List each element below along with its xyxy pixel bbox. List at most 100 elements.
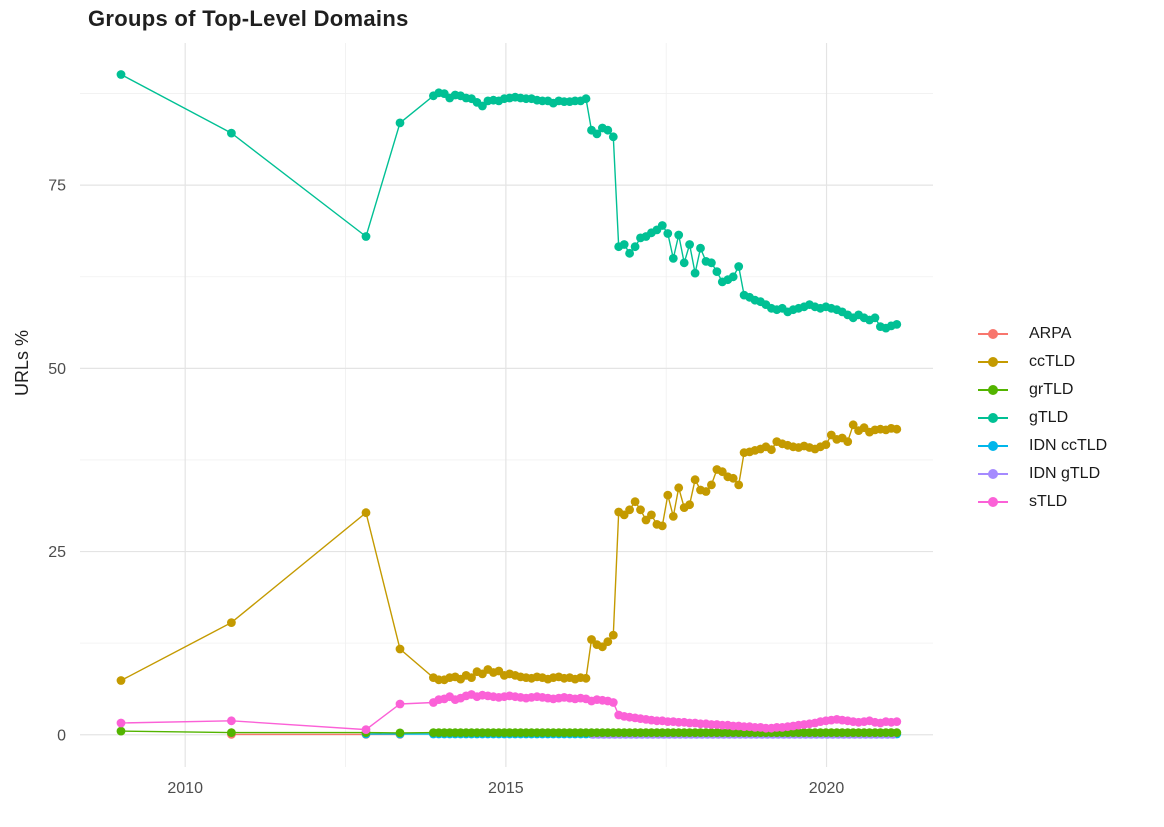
data-point xyxy=(668,254,678,263)
data-point xyxy=(619,240,629,249)
data-point xyxy=(116,718,126,728)
data-point xyxy=(679,258,689,268)
data-point xyxy=(630,497,640,507)
data-point xyxy=(116,70,126,79)
data-point xyxy=(227,716,236,726)
legend-item-stld: sTLD xyxy=(978,488,1107,516)
grid-major-lines xyxy=(80,43,933,767)
data-point xyxy=(395,644,405,654)
data-point xyxy=(647,510,656,520)
series-stld xyxy=(116,690,902,734)
data-point xyxy=(361,508,371,518)
data-point xyxy=(608,630,618,640)
legend-label: IDN gTLD xyxy=(1029,465,1101,482)
legend-key-icon xyxy=(978,495,1008,509)
y-tick-label: 25 xyxy=(48,544,66,561)
data-point xyxy=(608,698,618,707)
y-tick-label: 50 xyxy=(48,361,66,378)
data-point xyxy=(663,490,673,500)
series-grtld xyxy=(116,726,902,738)
legend-key-icon xyxy=(978,467,1008,481)
data-point xyxy=(581,94,591,104)
data-point xyxy=(603,637,613,647)
y-axis-title: URLs % xyxy=(12,330,32,397)
data-point xyxy=(581,673,591,683)
data-point xyxy=(608,132,618,142)
data-point xyxy=(663,229,673,238)
x-tick-label: 2010 xyxy=(167,780,203,797)
data-point xyxy=(870,313,880,323)
series-gtld xyxy=(116,70,902,333)
legend-label: ccTLD xyxy=(1029,353,1076,370)
data-point xyxy=(674,483,684,493)
data-point xyxy=(625,248,634,258)
data-point xyxy=(734,262,744,271)
data-point xyxy=(892,728,902,737)
legend: ARPA ccTLD grTLD gTLD IDN ccTLD IDN gTLD sTLD xyxy=(978,320,1107,516)
x-tick-label: 2015 xyxy=(488,780,524,797)
data-point xyxy=(657,221,667,230)
data-point xyxy=(636,505,645,515)
legend-item-idn-gtld: IDN gTLD xyxy=(978,460,1107,488)
data-point xyxy=(227,728,236,737)
data-point xyxy=(848,420,858,430)
data-point xyxy=(227,128,236,138)
data-point xyxy=(696,243,705,253)
y-tick-label: 0 xyxy=(57,727,66,744)
data-point xyxy=(685,240,694,249)
data-point xyxy=(361,725,371,734)
data-point xyxy=(892,424,902,434)
data-point xyxy=(227,618,236,627)
data-point xyxy=(767,445,776,455)
legend-label: IDN ccTLD xyxy=(1029,437,1108,454)
grid-minor-lines xyxy=(80,43,933,767)
legend-label: ARPA xyxy=(1029,325,1072,342)
data-point xyxy=(728,272,738,282)
data-point xyxy=(603,125,613,135)
series-cctld xyxy=(116,420,902,685)
legend-label: gTLD xyxy=(1029,409,1069,426)
data-point xyxy=(361,232,371,241)
data-point xyxy=(690,268,700,278)
data-point xyxy=(892,717,902,726)
legend-label: grTLD xyxy=(1029,381,1074,398)
x-tick-label: 2020 xyxy=(809,780,845,797)
data-point xyxy=(625,505,634,515)
data-point xyxy=(630,242,640,252)
data-point xyxy=(116,676,126,685)
data-point xyxy=(728,473,738,483)
data-point xyxy=(395,728,405,738)
legend-key-icon xyxy=(978,411,1008,425)
data-point xyxy=(690,475,700,485)
legend-item-arpa: ARPA xyxy=(978,320,1107,348)
data-point xyxy=(701,487,711,496)
data-point xyxy=(821,440,831,449)
legend-key-icon xyxy=(978,355,1008,369)
data-point xyxy=(657,521,667,531)
data-point xyxy=(707,258,716,268)
legend-item-gtld: gTLD xyxy=(978,404,1107,432)
data-point xyxy=(395,699,405,709)
data-point xyxy=(592,129,602,139)
data-point xyxy=(668,512,678,521)
legend-item-grtld: grTLD xyxy=(978,376,1107,404)
data-point xyxy=(395,118,405,128)
legend-item-idn-cctld: IDN ccTLD xyxy=(978,432,1107,460)
legend-key-icon xyxy=(978,383,1008,397)
data-point xyxy=(734,480,744,490)
legend-item-cctld: ccTLD xyxy=(978,348,1107,376)
data-point xyxy=(685,500,694,510)
data-point xyxy=(712,267,722,276)
data-point xyxy=(116,726,126,736)
legend-key-icon xyxy=(978,327,1008,341)
legend-label: sTLD xyxy=(1029,493,1068,510)
data-point xyxy=(674,230,684,240)
chart-title: Groups of Top-Level Domains xyxy=(88,6,409,31)
data-point xyxy=(467,673,476,682)
data-point xyxy=(892,320,902,329)
data-point xyxy=(843,437,853,446)
data-point xyxy=(707,480,716,490)
y-tick-label: 75 xyxy=(48,178,66,195)
